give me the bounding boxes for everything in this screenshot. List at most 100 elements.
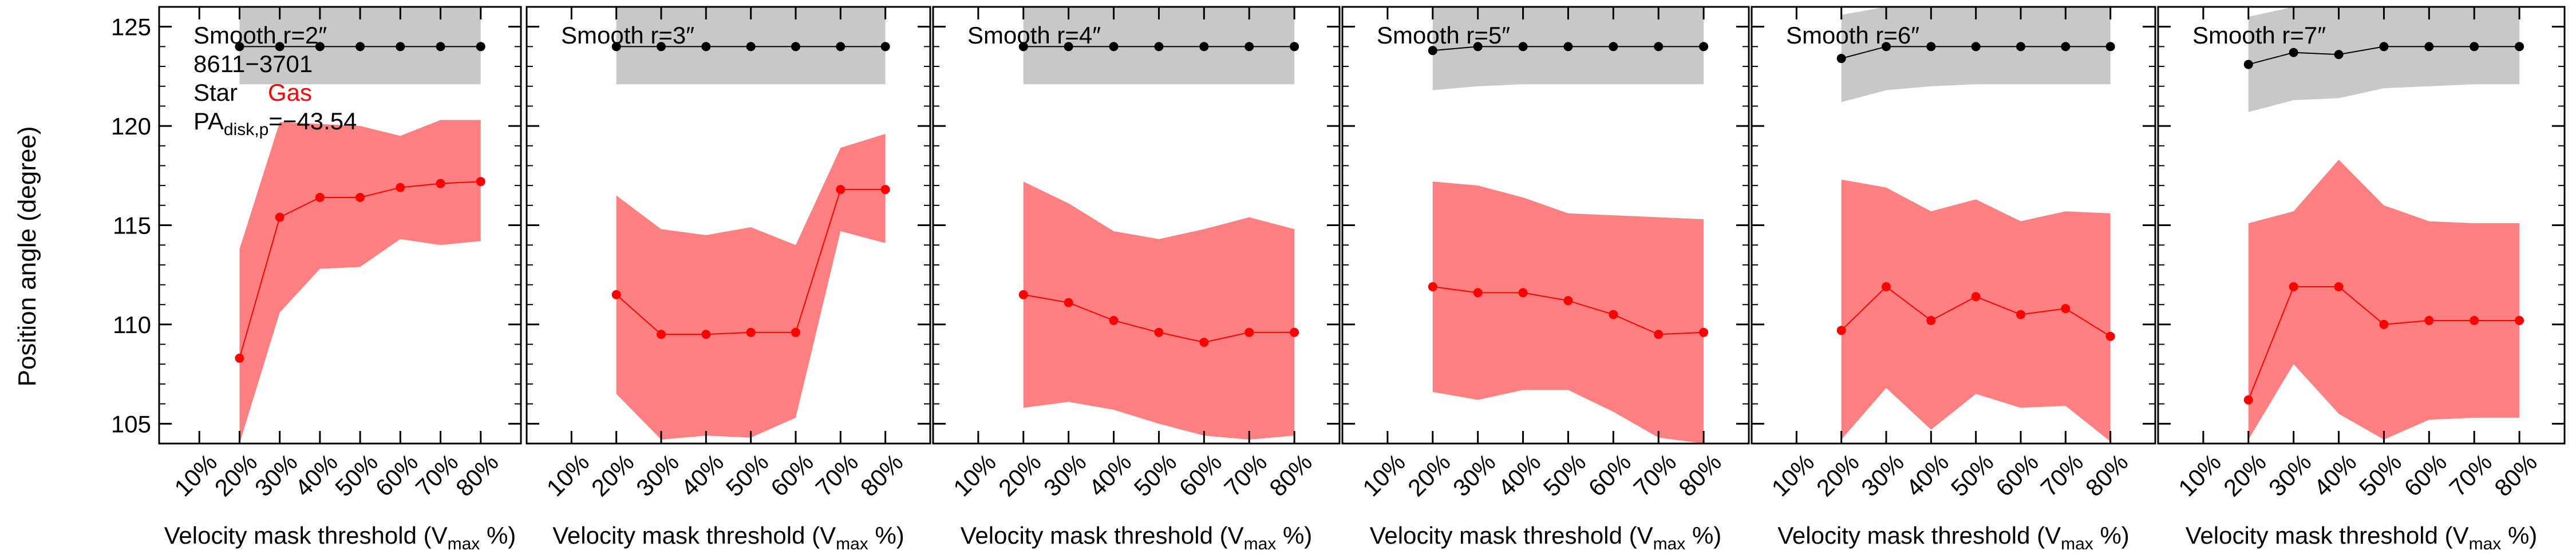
x-axis-label-main: Velocity mask threshold (V: [552, 522, 836, 549]
gas-point: [1018, 290, 1028, 299]
star-point: [701, 42, 711, 52]
panel-4: 10%20%30%40%50%60%70%80% Velocity mask th…: [1341, 6, 1750, 553]
gas-point: [1971, 292, 1981, 302]
gas-point: [1882, 282, 1891, 292]
x-axis-label-main: Velocity mask threshold (V: [961, 522, 1244, 549]
star-point: [1473, 42, 1483, 52]
gas-point: [791, 327, 800, 337]
x-tick-label: 60%: [370, 449, 424, 502]
star-point: [1199, 42, 1209, 52]
x-axis-label-main: Velocity mask threshold (V: [2186, 522, 2469, 549]
panel-title: Smooth r=5″: [1377, 22, 1510, 49]
x-tick-label: 70%: [1219, 449, 1272, 502]
gas-point: [476, 177, 485, 187]
star-point: [2515, 42, 2524, 52]
gas-point: [436, 179, 445, 188]
x-tick-label: 40%: [1493, 449, 1546, 502]
legend-star: Star: [193, 79, 238, 106]
plot-area: [2243, 7, 2524, 440]
gas-point: [1654, 330, 1664, 339]
star-point: [1699, 42, 1709, 52]
star-point: [2334, 50, 2344, 60]
plot-area: [1836, 7, 2115, 442]
star-point: [2289, 48, 2298, 57]
star-point: [1154, 42, 1164, 52]
x-tick-label: 30%: [631, 449, 684, 502]
x-tick-label: 10%: [542, 449, 595, 502]
panel-title: Smooth r=3″: [561, 22, 694, 49]
star-point: [1244, 42, 1254, 52]
x-tick-label: 70%: [410, 449, 464, 502]
gas-band: [1841, 179, 2111, 442]
x-tick-label: 40%: [1901, 449, 1954, 502]
star-point: [315, 42, 325, 52]
panel-2: 10%20%30%40%50%60%70%80% Velocity mask th…: [526, 6, 931, 553]
x-axis-label-subscript: max: [2469, 535, 2502, 553]
gas-point: [2105, 331, 2115, 341]
plot-area: [611, 7, 890, 440]
gas-point: [1244, 327, 1254, 337]
star-point: [1882, 42, 1891, 52]
x-tick-label: 20%: [1402, 449, 1456, 502]
gas-point: [396, 183, 405, 192]
x-tick-label: 30%: [2263, 449, 2317, 502]
panel-1: 10511011512012510%20%30%40%50%60%70%80%V…: [111, 6, 522, 553]
x-axis-label-end: %): [868, 522, 904, 549]
gas-point: [2515, 315, 2524, 325]
x-tick-label: 80%: [451, 449, 504, 502]
x-tick-label: 70%: [2444, 449, 2497, 502]
x-tick-label: 80%: [855, 449, 908, 502]
x-tick-label: 60%: [765, 449, 819, 502]
x-tick-label: 10%: [948, 449, 1001, 502]
galaxy-id: 8611−3701: [193, 50, 313, 77]
x-tick-label: 60%: [1583, 449, 1637, 502]
x-tick-label: 50%: [330, 449, 383, 502]
panel-3: 10%20%30%40%50%60%70%80% Velocity mask th…: [932, 6, 1341, 553]
x-axis-label-end: %): [1685, 522, 1721, 549]
star-point: [235, 42, 244, 52]
x-axis-label-main: Velocity mask threshold (V: [164, 522, 448, 549]
gas-band: [2248, 160, 2520, 440]
x-tick-label: 50%: [1129, 449, 1182, 502]
gas-point: [355, 192, 365, 202]
x-axis-label-end: %): [480, 522, 516, 549]
gas-point: [1836, 326, 1846, 335]
x-tick-label: 20%: [2218, 449, 2271, 502]
star-point: [836, 42, 846, 52]
legend-gas: Gas: [268, 79, 312, 106]
x-tick-label: 80%: [1673, 449, 1726, 502]
x-tick-label: 30%: [250, 449, 303, 502]
x-tick-label: 10%: [1767, 449, 1820, 502]
star-point: [1064, 42, 1073, 52]
gas-point: [315, 192, 325, 202]
gas-point: [275, 212, 285, 222]
x-axis-label-end: %): [2501, 522, 2537, 549]
y-axis-label: Position angle (degree): [13, 126, 41, 387]
panel-6: 10%20%30%40%50%60%70%80% Velocity mask th…: [2157, 6, 2566, 553]
gas-point: [2016, 310, 2025, 319]
x-tick-label: 40%: [290, 449, 343, 502]
gas-point: [701, 330, 711, 339]
x-axis-label-main: Velocity mask threshold (V: [1777, 522, 2061, 549]
gas-point: [2061, 304, 2071, 314]
x-tick-label: 80%: [2489, 449, 2542, 502]
gas-point: [2289, 282, 2298, 292]
plot-area: [1428, 7, 1709, 444]
gas-point: [1064, 298, 1073, 307]
x-tick-label: 10%: [169, 449, 222, 502]
gas-point: [746, 327, 756, 337]
star-point: [1428, 46, 1437, 56]
pa-label: PAdisk,p=−43.54: [193, 108, 357, 139]
x-tick-label: 20%: [586, 449, 639, 502]
y-tick-label: 110: [113, 311, 151, 338]
gas-point: [2243, 395, 2253, 405]
star-point: [1836, 54, 1846, 64]
panel-5: 10%20%30%40%50%60%70%80% Velocity mask th…: [1751, 6, 2156, 553]
x-tick-label: 50%: [721, 449, 774, 502]
x-tick-label: 70%: [811, 449, 864, 502]
gas-point: [1518, 288, 1528, 298]
x-tick-label: 60%: [1174, 449, 1227, 502]
x-tick-label: 60%: [2399, 449, 2452, 502]
star-point: [396, 42, 405, 52]
gas-point: [611, 290, 621, 299]
